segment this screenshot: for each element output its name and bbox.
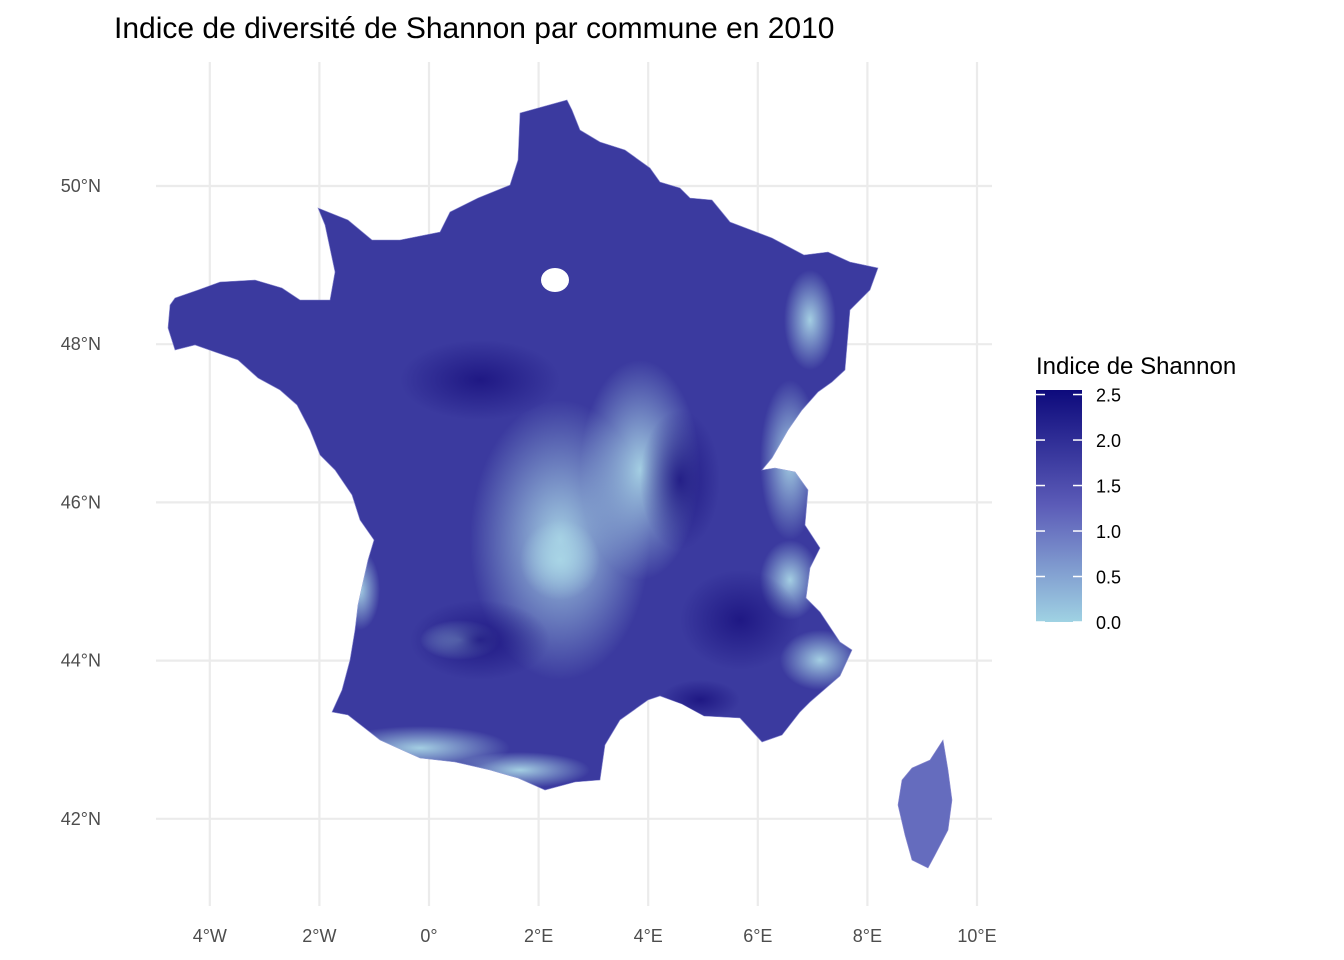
x-tick-label: 10°E <box>957 926 996 946</box>
x-tick-label: 4°E <box>634 926 663 946</box>
legend-label: 1.0 <box>1096 522 1121 542</box>
y-tick-label: 50°N <box>61 176 101 196</box>
regions-layer <box>167 99 953 869</box>
legend-label: 2.5 <box>1096 386 1121 406</box>
y-tick-label: 48°N <box>61 334 101 354</box>
legend-label: 2.0 <box>1096 431 1121 451</box>
x-tick-label: 2°W <box>302 926 336 946</box>
legend-label: 0.0 <box>1096 613 1121 633</box>
x-tick-label: 4°W <box>193 926 227 946</box>
x-tick-label: 8°E <box>853 926 882 946</box>
legend-title: Indice de Shannon <box>1036 353 1236 380</box>
paris-gap <box>541 268 569 292</box>
chart-title: Indice de diversité de Shannon par commu… <box>114 12 834 45</box>
x-axis: 4°W 2°W 0° 2°E 4°E 6°E 8°E 10°E <box>193 926 997 946</box>
x-tick-label: 6°E <box>743 926 772 946</box>
x-tick-label: 0° <box>420 926 437 946</box>
legend-colorbar <box>1036 390 1082 622</box>
corsica-region <box>897 739 953 869</box>
legend: Indice de Shannon 2.5 2.0 1.5 1.0 0.5 0.0 <box>1036 353 1236 633</box>
y-tick-label: 46°N <box>61 492 101 512</box>
y-axis: 50°N 48°N 46°N 44°N 42°N <box>61 176 101 829</box>
y-tick-label: 44°N <box>61 651 101 671</box>
legend-label: 0.5 <box>1096 568 1121 588</box>
legend-ticks: 2.5 2.0 1.5 1.0 0.5 0.0 <box>1036 386 1121 633</box>
legend-label: 1.5 <box>1096 477 1121 497</box>
x-tick-label: 2°E <box>524 926 553 946</box>
y-tick-label: 42°N <box>61 809 101 829</box>
